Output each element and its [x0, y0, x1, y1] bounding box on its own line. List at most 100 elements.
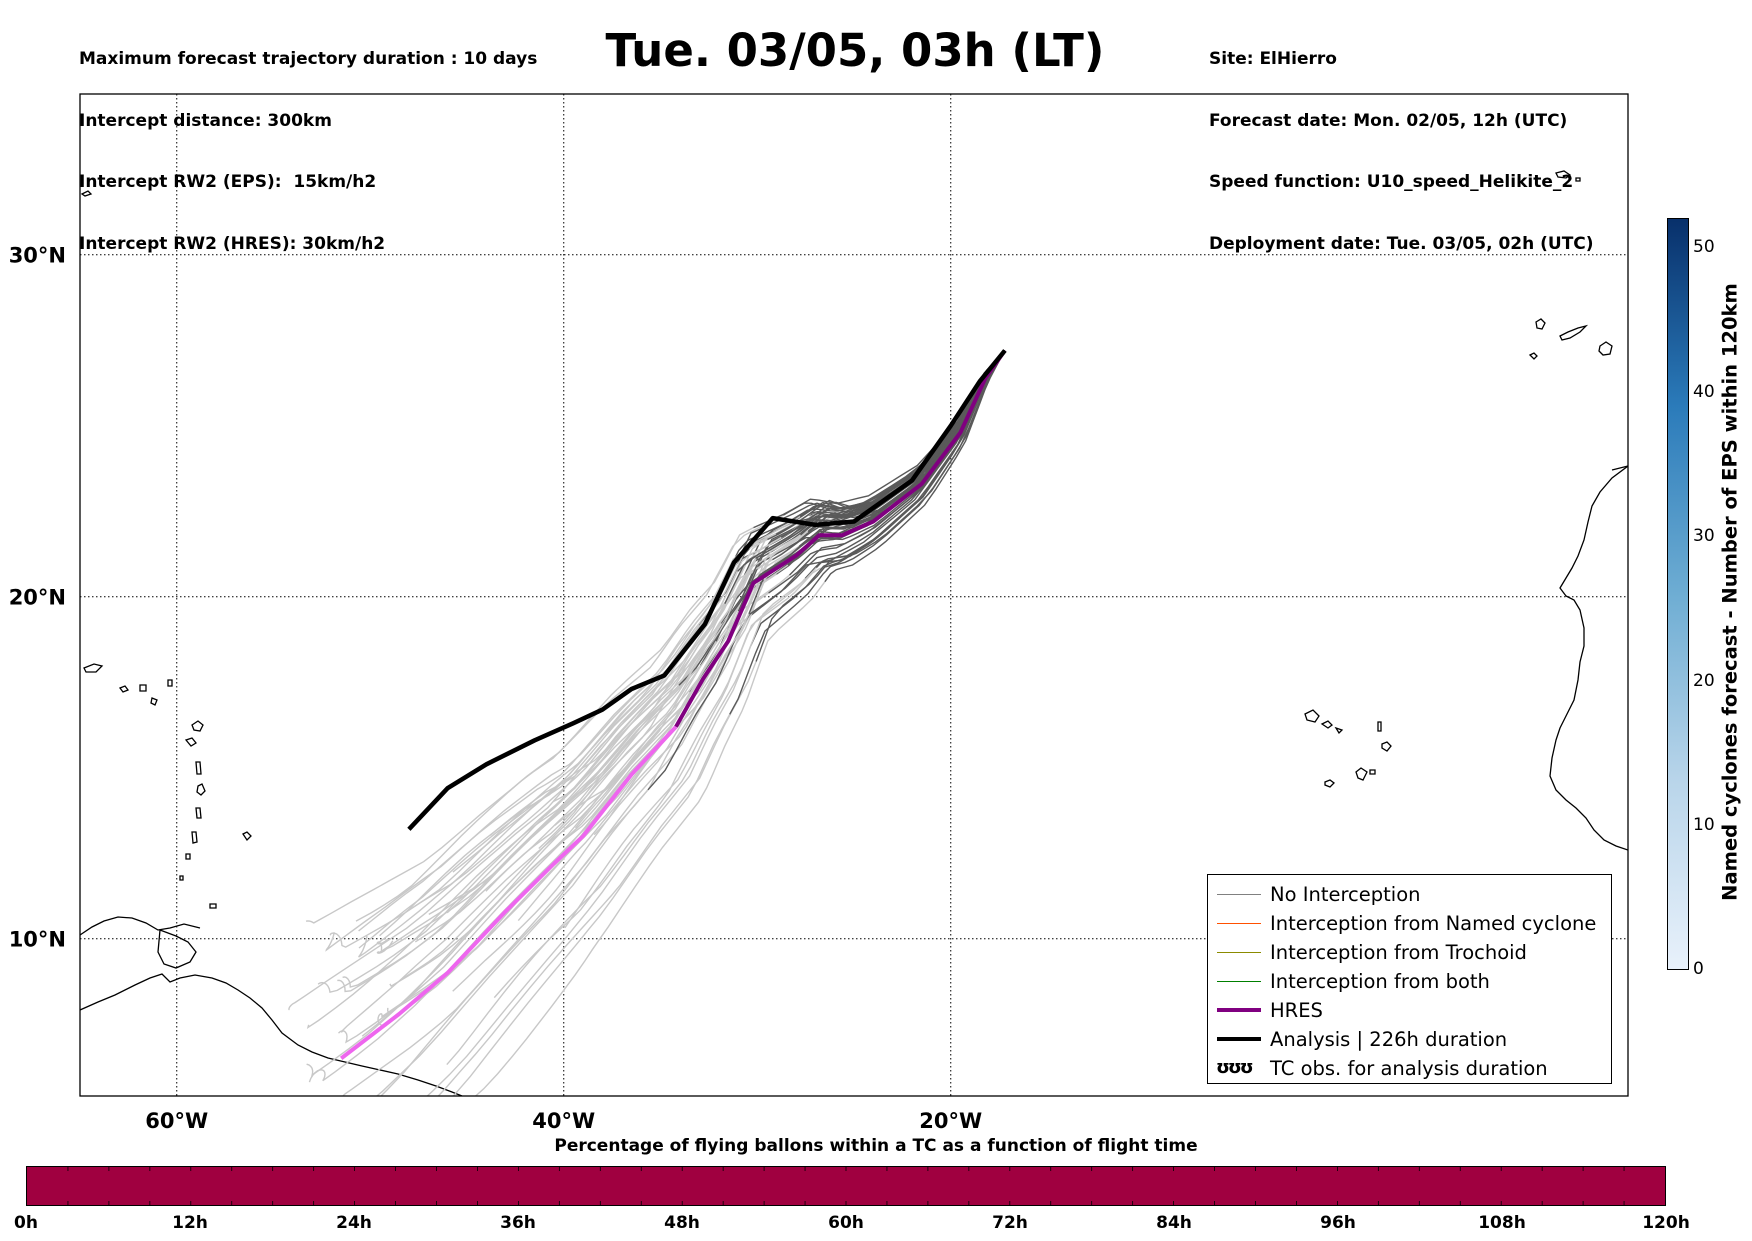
map-gridlines: [80, 94, 1628, 1096]
coast-lesser-antilles-11: [167, 679, 173, 687]
header-left-line: Intercept RW2 (HRES): 30km/h2: [79, 233, 386, 254]
coast-cv-2: [1320, 720, 1333, 729]
colorbar-tick: 0: [1693, 959, 1704, 979]
colorbar-tick: 20: [1693, 671, 1715, 691]
map-frame: [79, 93, 1629, 1097]
eps-track-late: [372, 573, 777, 1035]
legend-swatch: [1217, 1037, 1261, 1041]
coast-madeira: [1555, 170, 1572, 179]
legend-label: TC obs. for analysis duration: [1270, 1057, 1548, 1080]
coast-lesser-antilles-8: [179, 875, 184, 881]
colorbar-label: Named cyclones forecast - Number of EPS …: [1718, 283, 1742, 901]
cyclone-colorbar: [1667, 218, 1689, 970]
legend-label: Interception from both: [1270, 970, 1490, 993]
coast-cv-7: [1369, 769, 1376, 775]
coast-lesser-antilles-4: [196, 783, 206, 796]
latitude-label: 30°N: [9, 244, 66, 268]
header-right-info: Site: ElHierro Forecast date: Mon. 02/05…: [1209, 8, 1594, 275]
eps-track: [799, 350, 1006, 517]
eps-track-late: [446, 567, 817, 1066]
eps-track-late: [358, 564, 733, 932]
eps-track-late: [306, 571, 739, 1029]
eps-track: [768, 350, 1006, 594]
eps-track-late: [325, 550, 744, 952]
coast-bermuda-ish: [80, 190, 93, 197]
time-tick: 84h: [1156, 1213, 1192, 1233]
time-tick: 0h: [14, 1213, 38, 1233]
coast-lesser-antilles-9: [139, 684, 147, 692]
time-tick: 60h: [828, 1213, 864, 1233]
colorbar-tick: 40: [1693, 382, 1715, 402]
eps-track-late: [358, 576, 745, 958]
legend-item-tc-obs: ʊʊʊ TC obs. for analysis duration: [1208, 1055, 1611, 1083]
legend-label: Interception from Named cyclone: [1270, 912, 1597, 935]
header-left-line: Intercept RW2 (EPS): 15km/h2: [79, 172, 377, 192]
header-left-line: Maximum forecast trajectory duration : 1…: [79, 49, 538, 69]
eps-track: [815, 350, 1006, 569]
coast-canary-2: [1559, 324, 1589, 341]
eps-track-late: [426, 645, 752, 1096]
eps-track-late: [308, 691, 691, 1083]
coast-lesser-antilles-6: [191, 831, 198, 844]
coast-lesser-antilles-7: [185, 853, 191, 860]
eps-track-late: [377, 613, 750, 1027]
coast-caribbean-north: [80, 916, 201, 936]
coastlines: [80, 170, 1628, 1096]
coast-canary-3: [1598, 341, 1613, 356]
time-tick: 24h: [336, 1213, 372, 1233]
legend-label: Interception from Trochoid: [1270, 941, 1527, 964]
eps-track-late: [452, 713, 731, 1096]
time-tick: 108h: [1478, 1213, 1526, 1233]
trajectory-tracks: [288, 349, 1007, 1096]
eps-track-late: [493, 566, 826, 999]
coast-cv-4: [1377, 721, 1382, 732]
eps-track-late: [317, 603, 726, 994]
coast-lesser-antilles-12: [118, 685, 130, 693]
latitude-label: 10°N: [9, 928, 66, 952]
time-tick: 12h: [172, 1213, 208, 1233]
eps-track: [748, 350, 1006, 614]
legend-item-analysis: Analysis | 226h duration: [1208, 1026, 1611, 1054]
eps-track-late: [306, 640, 717, 1077]
legend-item-no-interception: No Interception: [1208, 881, 1611, 909]
eps-track-late: [305, 526, 754, 924]
map-axis-labels: 60°W 40°W 20°W 30°N 20°N 10°N: [9, 244, 983, 1133]
header-right-line: Deployment date: Tue. 03/05, 02h (UTC): [1209, 233, 1594, 254]
hres-track: [674, 349, 1007, 728]
map-legend: No Interception Interception from Named …: [1207, 874, 1612, 1084]
colorbar-tick: 50: [1693, 237, 1715, 257]
legend-item-named-cyclone: Interception from Named cyclone: [1208, 910, 1611, 938]
eps-track: [743, 350, 1006, 592]
coast-lesser-antilles-2: [184, 737, 197, 747]
coast-lesser-antilles-3: [195, 761, 202, 775]
legend-swatch: [1217, 894, 1261, 895]
eps-track: [729, 350, 1006, 715]
eps-track-late: [437, 661, 757, 1096]
eps-track-late: [358, 546, 750, 949]
coast-cv-3: [1334, 726, 1344, 735]
coast-barbados: [242, 831, 252, 842]
header-right-line: Forecast date: Mon. 02/05, 12h (UTC): [1209, 110, 1568, 131]
map-title: Tue. 03/05, 03h (LT): [605, 24, 1105, 77]
coast-trinidad: [157, 929, 197, 969]
legend-item-trochoid: Interception from Trochoid: [1208, 939, 1611, 967]
eps-track-late: [375, 789, 649, 1096]
coast-lesser-antilles-13: [83, 663, 104, 673]
tc-symbol-icon: ʊʊʊ: [1216, 1057, 1254, 1078]
legend-label: No Interception: [1270, 883, 1421, 906]
header-left-line: Intercept distance: 300km: [79, 110, 332, 131]
eps-track: [824, 350, 1006, 583]
time-tick: 72h: [992, 1213, 1028, 1233]
eps-track-late: [380, 614, 752, 1096]
eps-track-late: [414, 560, 756, 943]
eps-track-late: [338, 610, 739, 1044]
legend-swatch: [1217, 923, 1261, 924]
coast-canary-4: [1528, 352, 1538, 360]
coast-lesser-antilles-5: [195, 807, 202, 819]
legend-label: Analysis | 226h duration: [1270, 1028, 1508, 1051]
legend-swatch: [1217, 1008, 1261, 1012]
coast-canary-1: [1535, 318, 1546, 330]
header-right-line: Speed function: U10_speed_Helikite_2: [1209, 172, 1574, 192]
eps-track-late: [538, 534, 801, 850]
